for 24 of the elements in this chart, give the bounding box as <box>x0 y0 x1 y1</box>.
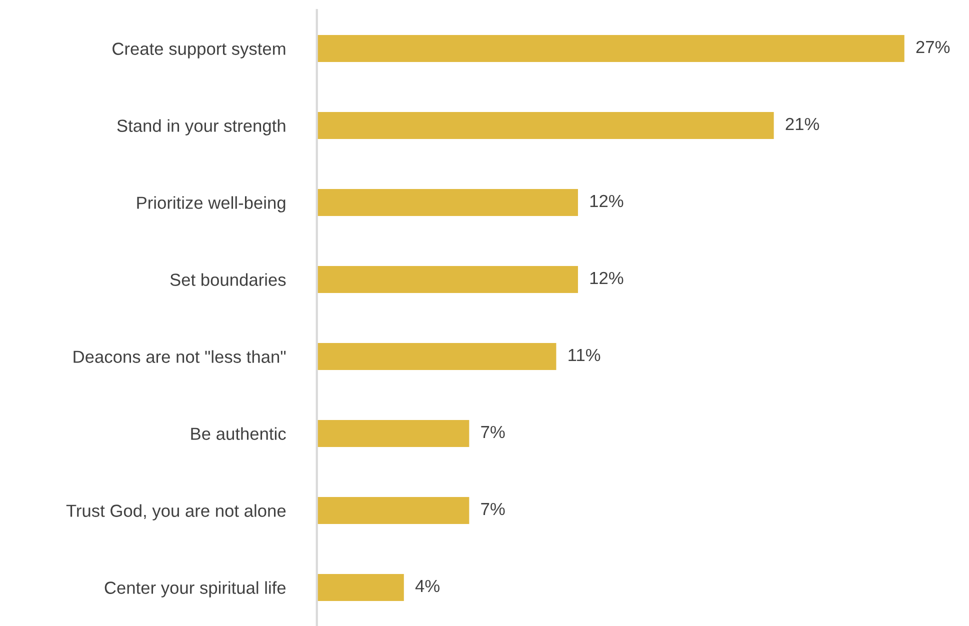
y-tick-label: Set boundaries <box>170 273 286 286</box>
data-label: 21% <box>786 118 820 130</box>
y-tick-label: Deacons are not "less than" <box>74 350 286 363</box>
y-tick-label: Trust God, you are not alone <box>66 504 286 520</box>
data-label: 11% <box>568 348 600 362</box>
bar <box>316 35 904 62</box>
data-label: 4% <box>415 580 440 592</box>
bar <box>316 420 470 447</box>
bar <box>316 497 470 524</box>
y-tick-label: Create support system <box>112 42 286 58</box>
y-tick-label: Be authentic <box>191 427 286 440</box>
data-label: 12% <box>590 194 624 208</box>
bar <box>316 343 556 370</box>
bar <box>316 112 774 139</box>
y-tick-label: Prioritize well-being <box>137 196 286 212</box>
data-label: 12% <box>590 272 624 284</box>
bar <box>316 266 578 293</box>
data-label: 27% <box>916 40 950 54</box>
data-label: 7% <box>481 426 505 438</box>
y-tick-label: Stand in your strength <box>117 119 286 136</box>
bar <box>316 189 578 216</box>
data-label: 7% <box>481 502 505 516</box>
bar <box>316 574 404 601</box>
y-tick-label: Center your spiritual life <box>104 581 286 598</box>
